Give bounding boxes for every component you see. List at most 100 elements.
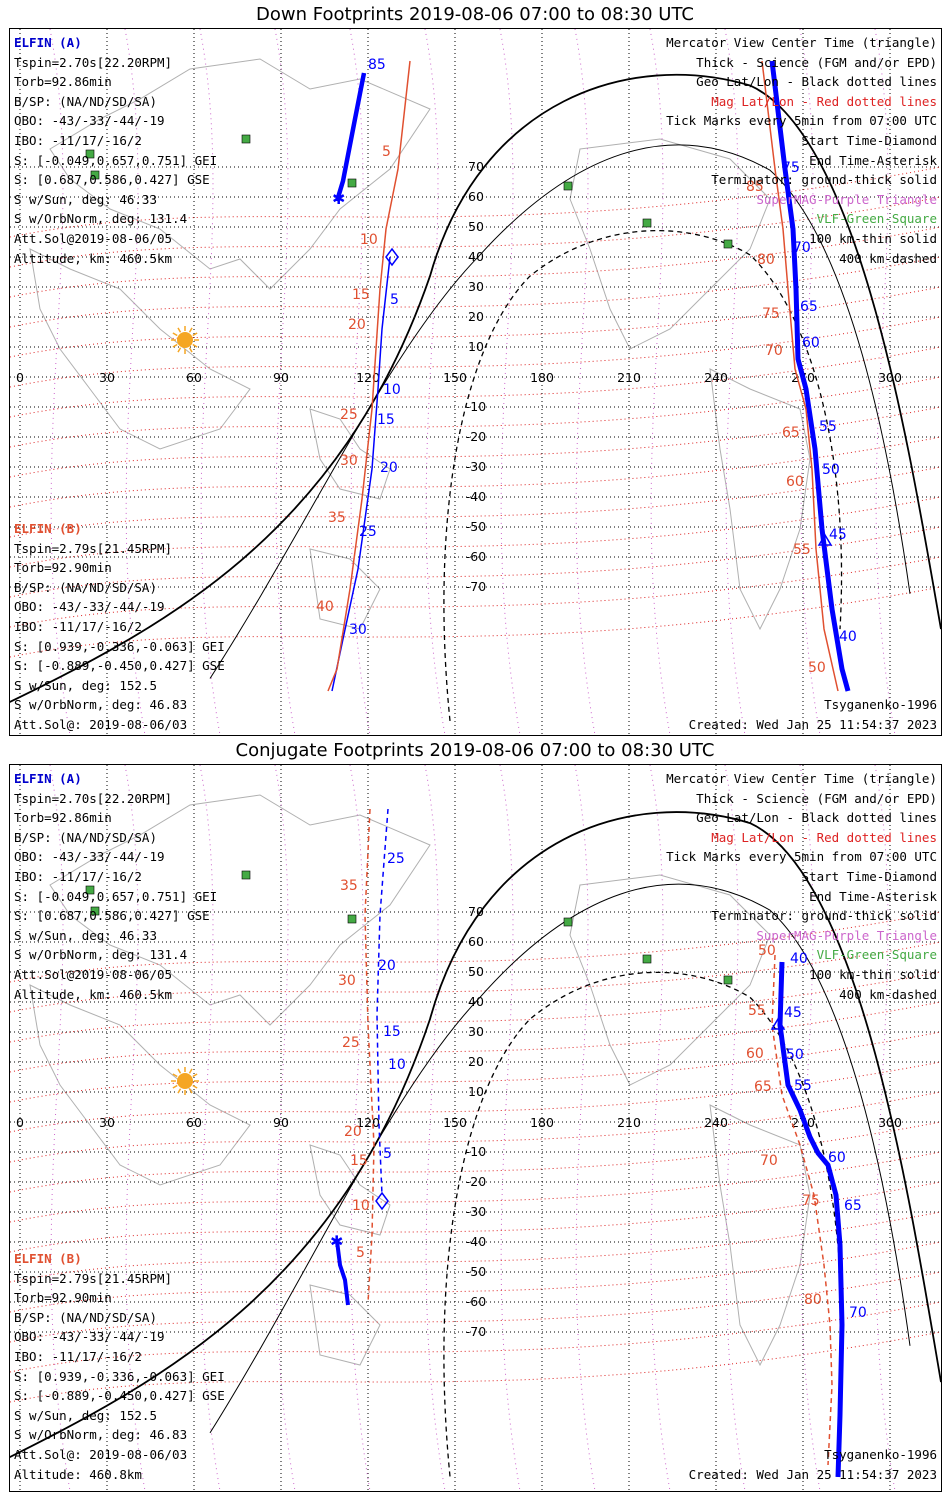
mag-lat-line xyxy=(10,1151,941,1223)
elfin-b-info-line: S: [0.939,-0.336,-0.063] GEI xyxy=(14,638,225,654)
elfin-b-info-line: IBO: -11/17/-16/2 xyxy=(14,618,142,634)
elfin-b-tick-label: 80 xyxy=(757,252,775,268)
lon-tick-label: 180 xyxy=(530,1115,554,1130)
legend-entry: Start Time-Diamond xyxy=(801,132,937,148)
elfin-b-info-line: Altitude: 460.8km xyxy=(14,1466,142,1482)
elfin-a-tick-label: 65 xyxy=(800,299,818,315)
elfin-b-tick-label: 50 xyxy=(758,943,776,959)
vlf-station-square xyxy=(85,885,95,895)
elfin-b-track xyxy=(364,808,375,1304)
lat-tick-label: -40 xyxy=(466,1234,486,1249)
mag-lat-line xyxy=(10,556,941,628)
lat-tick-label: -70 xyxy=(466,579,486,594)
lon-tick-label: 150 xyxy=(443,1115,467,1130)
elfin-b-tick-label: 80 xyxy=(804,1292,822,1308)
lat-tick-label: -20 xyxy=(466,1174,486,1189)
mag-lat-line xyxy=(10,1031,941,1103)
lon-tick-label: 210 xyxy=(617,1115,641,1130)
elfin-b-tick-label: 75 xyxy=(802,1193,820,1209)
elfin-a-info-line: Tspin=2.70s[22.20RPM] xyxy=(14,790,173,806)
elfin-a-tick-label: 40 xyxy=(839,629,857,645)
elfin-a-tick-label: 5 xyxy=(390,292,399,308)
elfin-b-tick-label: 65 xyxy=(754,1079,772,1095)
terminator-100km xyxy=(209,883,911,1434)
elfin-a-info-line: S: [0.687,0.586,0.427] GSE xyxy=(14,172,210,188)
elfin-b-lines: Tspin=2.79s[21.45RPM] Torb=92.90min B/SP: … xyxy=(14,539,225,735)
vlf-station-square xyxy=(563,181,573,191)
lat-tick-label: 20 xyxy=(468,1054,484,1069)
lon-tick-label: 30 xyxy=(99,370,115,385)
mag-lat-line xyxy=(10,256,941,328)
elfin-a-info-line: Att.Sol@2019-08-06/05 xyxy=(14,966,173,982)
vlf-station-square xyxy=(241,870,251,880)
mag-lat-line xyxy=(10,526,941,598)
legend-entry: Mercator View Center Time (triangle) xyxy=(666,35,937,50)
elfin-b-tick-label: 20 xyxy=(344,1124,362,1140)
elfin-b-info-line: S: [-0.889,-0.450,0.427] GSE xyxy=(14,658,225,674)
elfin-a-tick-label: 65 xyxy=(844,1198,862,1214)
sun-ray xyxy=(172,332,178,337)
elfin-a-info-line: Torb=92.86min xyxy=(14,74,112,90)
legend-entry: Start Time-Diamond xyxy=(801,868,937,884)
elfin-b-tick-label: 50 xyxy=(808,660,826,676)
sun-ray xyxy=(177,327,182,333)
elfin-a-info-line: IBO: -11/17/-16/2 xyxy=(14,132,142,148)
elfin-b-tick-label: 20 xyxy=(348,317,366,333)
sun-ray xyxy=(177,1068,182,1074)
lat-tick-label: -10 xyxy=(466,399,486,414)
elfin-a-tick-label: 25 xyxy=(387,851,405,867)
legend-entry: SuperMAG-Purple Triangle xyxy=(756,927,937,943)
continent-outline xyxy=(309,1144,391,1236)
elfin-b-info-line: Tspin=2.79s[21.45RPM] xyxy=(14,1270,173,1286)
elfin-b-info-line: OBO: -43/-33/-44/-19 xyxy=(14,599,165,615)
elfin-b-info: ELFIN (B) Tspin=2.79s[21.45RPM] Torb=92.9… xyxy=(14,1249,225,1484)
legend: Mercator View Center Time (triangle) Thic… xyxy=(666,33,937,268)
mag-lat-line xyxy=(10,1211,941,1283)
legend-entry: VLF-Green-Square xyxy=(816,947,937,963)
lat-tick-label: 70 xyxy=(468,159,484,174)
elfin-a-tick-label: 15 xyxy=(377,412,395,428)
lon-tick-label: 30 xyxy=(99,1115,115,1130)
elfin-a-tick-label: 5 xyxy=(383,1146,392,1162)
mag-lat-line xyxy=(10,1181,941,1253)
elfin-b-tick-label: 55 xyxy=(748,1003,766,1019)
elfin-a-tick-label: 10 xyxy=(383,382,401,398)
lat-tick-label: 70 xyxy=(468,904,484,919)
lat-tick-label: 50 xyxy=(468,964,484,979)
end-asterisk: ✱ xyxy=(332,189,345,208)
mag-lat-line xyxy=(10,971,941,1043)
center-time-triangle xyxy=(770,1017,786,1030)
elfin-b-header: ELFIN (B) xyxy=(14,1251,82,1266)
elfin-a-info-line: Altitude, km: 460.5km xyxy=(14,986,173,1002)
continent-outline xyxy=(569,138,771,350)
elfin-a-info-line: B/SP: (NA/ND/SD/SA) xyxy=(14,829,157,845)
sun-ray xyxy=(192,343,198,348)
elfin-b-header: ELFIN (B) xyxy=(14,521,82,536)
panel-conjugate-footprints: 0306090120150180210240270300330360706050… xyxy=(9,764,942,1492)
legend-entry: Mag Lat/Lon - Red dotted lines xyxy=(711,93,937,109)
end-asterisk: ✱ xyxy=(330,1232,343,1251)
sun-ray xyxy=(188,327,193,333)
lat-tick-label: 50 xyxy=(468,219,484,234)
lon-tick-label: 90 xyxy=(273,1115,289,1130)
model-label: Tsyganenko-1996 xyxy=(824,697,937,712)
start-diamond xyxy=(385,247,399,267)
mag-lon-line xyxy=(424,29,446,735)
mag-lat-line xyxy=(10,1121,941,1193)
mag-lat-line xyxy=(10,466,941,538)
mag-lon-line xyxy=(424,765,446,1491)
lat-tick-label: -70 xyxy=(466,1324,486,1339)
terminator-ground xyxy=(10,73,941,703)
elfin-b-tick-label: 15 xyxy=(350,1153,368,1169)
elfin-b-info-line: S: [0.939,-0.336,-0.063] GEI xyxy=(14,1368,225,1384)
sun-ray xyxy=(188,347,193,353)
vlf-station-square xyxy=(90,170,100,180)
vlf-station-square xyxy=(723,239,733,249)
lon-tick-label: 180 xyxy=(530,370,554,385)
vlf-station-square xyxy=(90,906,100,916)
lon-tick-label: 90 xyxy=(273,370,289,385)
lon-tick-label: 120 xyxy=(356,1115,380,1130)
continent-outline xyxy=(309,1284,381,1366)
mag-lat-line xyxy=(10,911,941,983)
elfin-b-tick-label: 5 xyxy=(356,1245,365,1261)
